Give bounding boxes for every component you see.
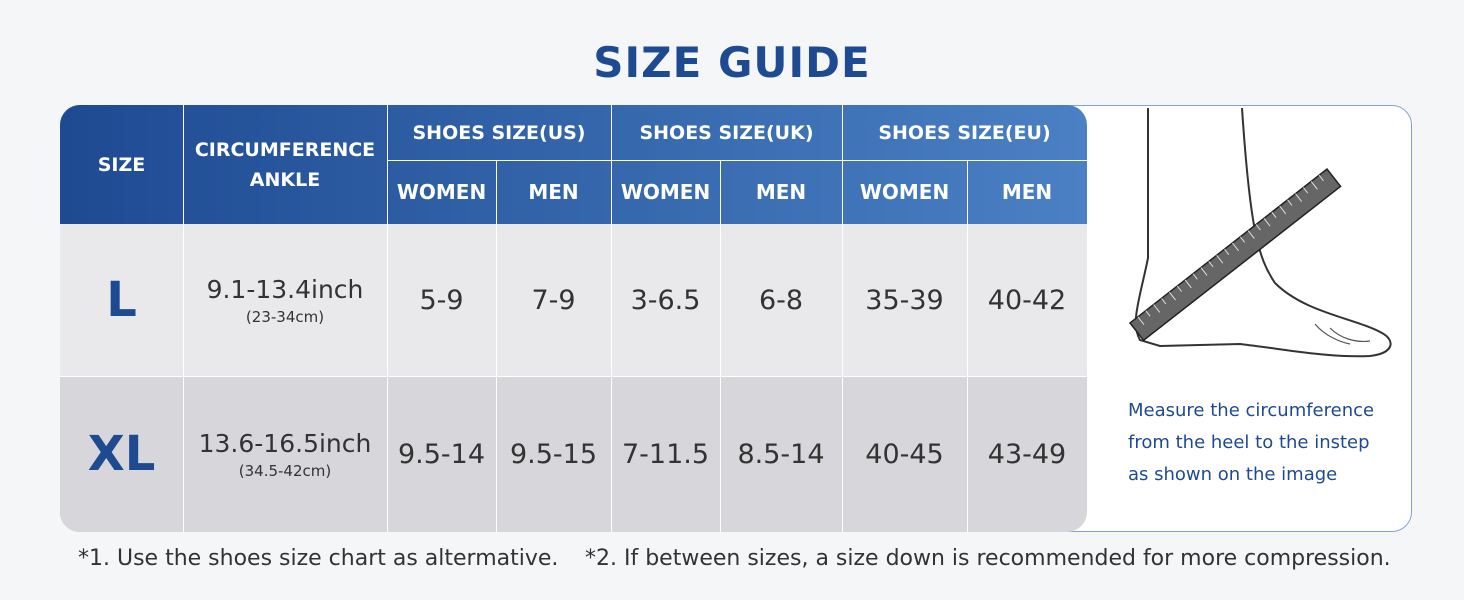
- row-band: [60, 376, 1087, 532]
- header-group: SHOES SIZE(UK): [639, 121, 814, 144]
- header-group: SHOES SIZE(EU): [878, 121, 1051, 144]
- header-subcell: WOMEN: [396, 180, 487, 204]
- grid-line: [387, 160, 1087, 161]
- size-table: [60, 105, 1087, 532]
- shoe-size: 7-11.5: [621, 438, 710, 470]
- shoe-size: 8.5-14: [737, 438, 825, 470]
- footnote: *2. If between sizes, a size down is rec…: [585, 546, 1391, 571]
- title: SIZE GUIDE: [593, 37, 871, 87]
- shoe-size: 3-6.5: [630, 284, 701, 316]
- circumference: 13.6-16.5inch: [198, 428, 372, 458]
- circumference-cell: 9.1-13.4inch (23-34cm): [183, 224, 387, 376]
- header-subcell: MEN: [528, 180, 579, 204]
- grid-line: [720, 160, 721, 532]
- grid-line: [842, 105, 843, 532]
- size-label: L: [106, 272, 137, 328]
- header-subcell: WOMEN: [859, 180, 950, 204]
- grid-line: [496, 160, 497, 532]
- footnote: *1. Use the shoes size chart as altermat…: [78, 546, 559, 571]
- foot-illustration: [1128, 108, 1392, 358]
- shoe-size: 35-39: [865, 284, 944, 316]
- shoe-size: 7-9: [531, 284, 576, 316]
- grid-line: [387, 105, 388, 532]
- header-subcell: MEN: [1001, 180, 1053, 204]
- shoe-size: 43-49: [987, 438, 1067, 470]
- header-subcell: WOMEN: [620, 180, 711, 204]
- header-cell: SIZE: [97, 153, 146, 176]
- caption: Measure the circumference from the heel …: [1128, 400, 1375, 485]
- shoe-size: 40-42: [987, 284, 1067, 316]
- header-subcell: MEN: [755, 180, 807, 204]
- grid-line: [611, 105, 612, 532]
- circumference-cell: 13.6-16.5inch (34.5-42cm): [183, 376, 387, 532]
- grid-line: [60, 376, 1087, 377]
- size-label: XL: [87, 426, 156, 482]
- header-band: [60, 105, 1087, 224]
- shoe-size: 9.5-15: [509, 438, 598, 470]
- row-band: [60, 224, 1087, 376]
- shoe-size: 40-45: [865, 438, 944, 470]
- circumference-cm: (23-34cm): [245, 307, 325, 326]
- header-cell: CIRCUMFERENCE ANKLE: [194, 138, 376, 191]
- shoe-size: 6-8: [758, 284, 804, 316]
- header-group: SHOES SIZE(US): [412, 121, 586, 144]
- circumference-cm: (34.5-42cm): [238, 461, 332, 480]
- circumference: 9.1-13.4inch: [206, 274, 364, 304]
- grid-line: [967, 160, 968, 532]
- shoe-size: 5-9: [419, 284, 464, 316]
- grid-line: [183, 105, 184, 532]
- shoe-size: 9.5-14: [397, 438, 486, 470]
